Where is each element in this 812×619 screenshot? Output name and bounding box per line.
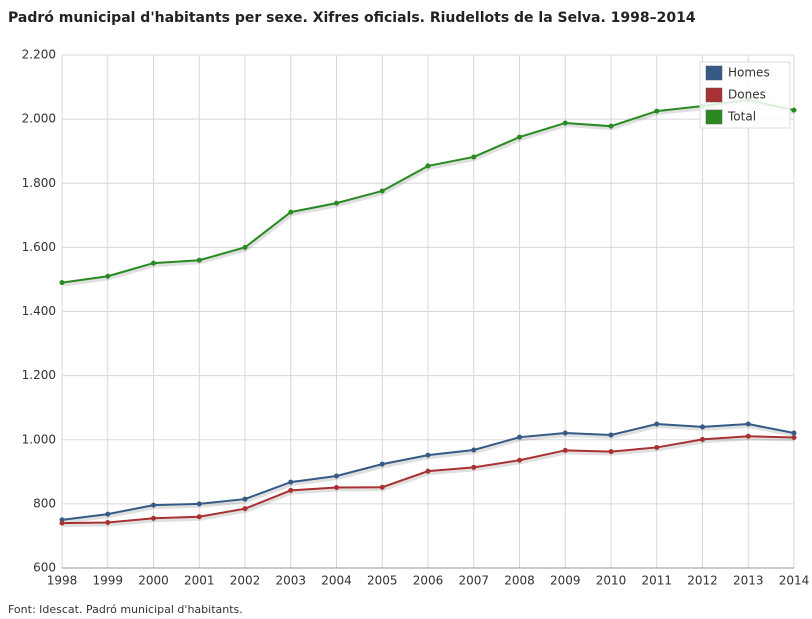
data-point [105,273,111,279]
data-point [379,484,385,490]
data-point [105,519,111,525]
x-tick-label: 2003 [275,574,306,588]
chart-title: Padró municipal d'habitants per sexe. Xi… [8,10,696,26]
legend-label: Homes [728,66,770,80]
x-tick-label: 1999 [92,574,123,588]
x-tick-label: 2011 [641,574,672,588]
x-tick-label: 2014 [779,574,810,588]
data-point [517,134,522,140]
data-point [425,452,431,458]
data-point [608,432,614,438]
y-tick-label: 2.200 [22,48,56,62]
data-point [791,107,797,113]
data-point [745,421,751,427]
x-tick-label: 2012 [687,574,718,588]
source-note: Font: Idescat. Padró municipal d'habitan… [8,603,243,616]
y-tick-label: 1.400 [22,304,56,318]
data-point [562,447,568,453]
legend-label: Dones [728,88,766,102]
x-tick-label: 2004 [321,574,352,588]
data-point [700,424,705,430]
data-point [562,120,568,126]
data-point [745,433,751,439]
data-point [425,163,431,169]
y-tick-label: 600 [33,561,56,575]
data-point [608,123,614,129]
data-point [334,485,339,491]
x-tick-label: 2001 [184,574,215,588]
legend-swatch [705,109,723,125]
data-point [59,280,65,286]
data-point [242,496,248,502]
legend-swatch [705,65,723,81]
data-point [517,434,522,440]
data-point [471,447,477,453]
x-tick-label: 2009 [550,574,581,588]
legend-label: Total [727,110,756,124]
data-point [151,260,156,266]
x-tick-label: 2010 [596,574,627,588]
x-tick-label: 2006 [413,574,444,588]
legend-swatch [705,87,723,103]
data-point [791,435,797,441]
x-tick-label: 2008 [504,574,535,588]
series-shadow [62,99,796,287]
data-point [562,430,568,436]
y-tick-label: 800 [33,496,56,510]
data-point [334,200,339,206]
data-point [334,473,339,479]
data-point [196,514,202,520]
data-point [196,257,202,263]
data-point [288,479,294,485]
data-point [242,506,248,512]
data-point [151,515,156,521]
x-tick-label: 1998 [47,574,78,588]
y-tick-label: 1.600 [22,240,56,254]
data-point [471,154,477,160]
data-point [654,444,660,450]
data-point [608,449,614,455]
x-tick-label: 2002 [230,574,261,588]
data-point [288,487,294,493]
data-point [196,501,202,507]
data-point [471,464,477,470]
data-point [654,108,660,114]
x-tick-label: 2013 [733,574,764,588]
y-tick-label: 1.000 [22,432,56,446]
data-point [105,511,111,517]
data-point [151,502,156,508]
x-tick-label: 2005 [367,574,398,588]
y-tick-label: 2.000 [22,112,56,126]
data-point [242,244,248,250]
x-tick-label: 2000 [138,574,169,588]
data-point [379,461,385,467]
data-point [791,430,797,436]
data-point [517,457,522,463]
data-point [654,421,660,427]
data-point [59,520,65,526]
data-point [379,188,385,194]
series-shadow [62,436,796,528]
data-point [425,468,431,474]
y-tick-label: 1.800 [22,176,56,190]
y-tick-label: 1.200 [22,368,56,382]
data-point [288,209,294,215]
data-point [700,436,705,442]
x-tick-label: 2007 [458,574,489,588]
